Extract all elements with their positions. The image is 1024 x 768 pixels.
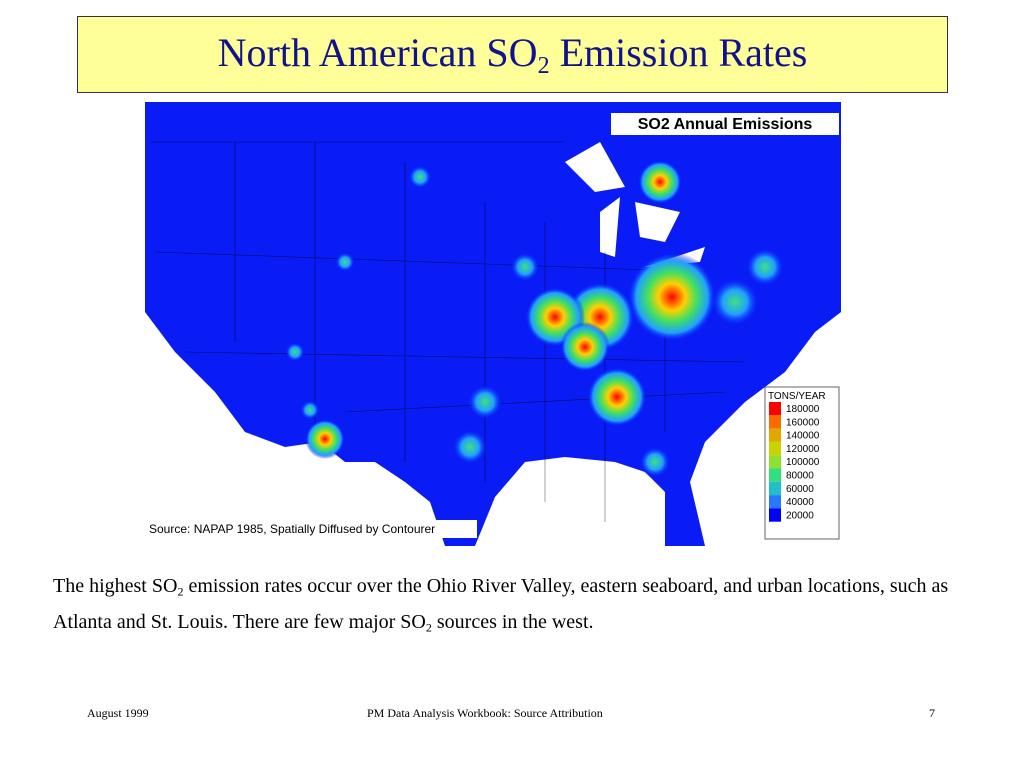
legend-swatch bbox=[769, 441, 781, 456]
title-box: North American SO2 Emission Rates bbox=[77, 16, 948, 93]
map-title: SO2 Annual Emissions bbox=[638, 116, 813, 133]
lake bbox=[565, 142, 625, 192]
legend-swatch bbox=[769, 428, 781, 442]
body-subscript: 2 bbox=[425, 620, 432, 635]
great-lakes bbox=[600, 197, 705, 267]
emission-map: SO2 Annual Emissions Source: NAPAP 1985,… bbox=[145, 102, 841, 546]
legend-value: 120000 bbox=[786, 444, 820, 455]
body-text: The highest SO2 emission rates occur ove… bbox=[53, 571, 973, 642]
body-part: The highest SO bbox=[53, 575, 178, 597]
slide-title: North American SO2 Emission Rates bbox=[218, 29, 808, 80]
pacific-mexico bbox=[145, 312, 445, 546]
footer-date: August 1999 bbox=[87, 706, 149, 720]
legend-swatch bbox=[769, 455, 781, 469]
legend: TONS/YEAR 180000 160000 140000 120000 100000… bbox=[764, 386, 840, 540]
gulf bbox=[475, 457, 665, 546]
title-subscript: 2 bbox=[537, 53, 550, 80]
legend-swatch bbox=[769, 402, 781, 416]
legend-value: 40000 bbox=[786, 497, 814, 508]
title-text: Emission Rates bbox=[549, 29, 808, 75]
legend-value: 160000 bbox=[786, 417, 820, 428]
legend-title: TONS/YEAR bbox=[768, 391, 826, 402]
legend-swatch bbox=[769, 481, 781, 496]
body-subscript: 2 bbox=[177, 584, 184, 599]
hotspots bbox=[285, 160, 785, 478]
title-text: North American SO bbox=[217, 29, 538, 75]
legend-value: 180000 bbox=[786, 404, 820, 415]
map-source: Source: NAPAP 1985, Spatially Diffused b… bbox=[149, 522, 435, 536]
legend-value: 60000 bbox=[786, 484, 814, 495]
legend-swatch bbox=[769, 508, 781, 522]
legend-swatch bbox=[769, 468, 781, 482]
legend-swatch bbox=[769, 415, 781, 429]
legend-swatch bbox=[769, 495, 781, 509]
footer-page: 7 bbox=[929, 706, 935, 720]
body-part: sources in the west. bbox=[431, 610, 594, 633]
footer-center: PM Data Analysis Workbook: Source Attrib… bbox=[367, 706, 603, 720]
legend-value: 80000 bbox=[786, 471, 814, 482]
legend-value: 100000 bbox=[786, 457, 820, 468]
legend-value: 140000 bbox=[786, 431, 820, 442]
map-title-box bbox=[611, 113, 839, 135]
source-box bbox=[147, 520, 477, 538]
legend-value: 20000 bbox=[786, 510, 814, 521]
body-part: emission rates occur over the Ohio River… bbox=[53, 575, 949, 633]
